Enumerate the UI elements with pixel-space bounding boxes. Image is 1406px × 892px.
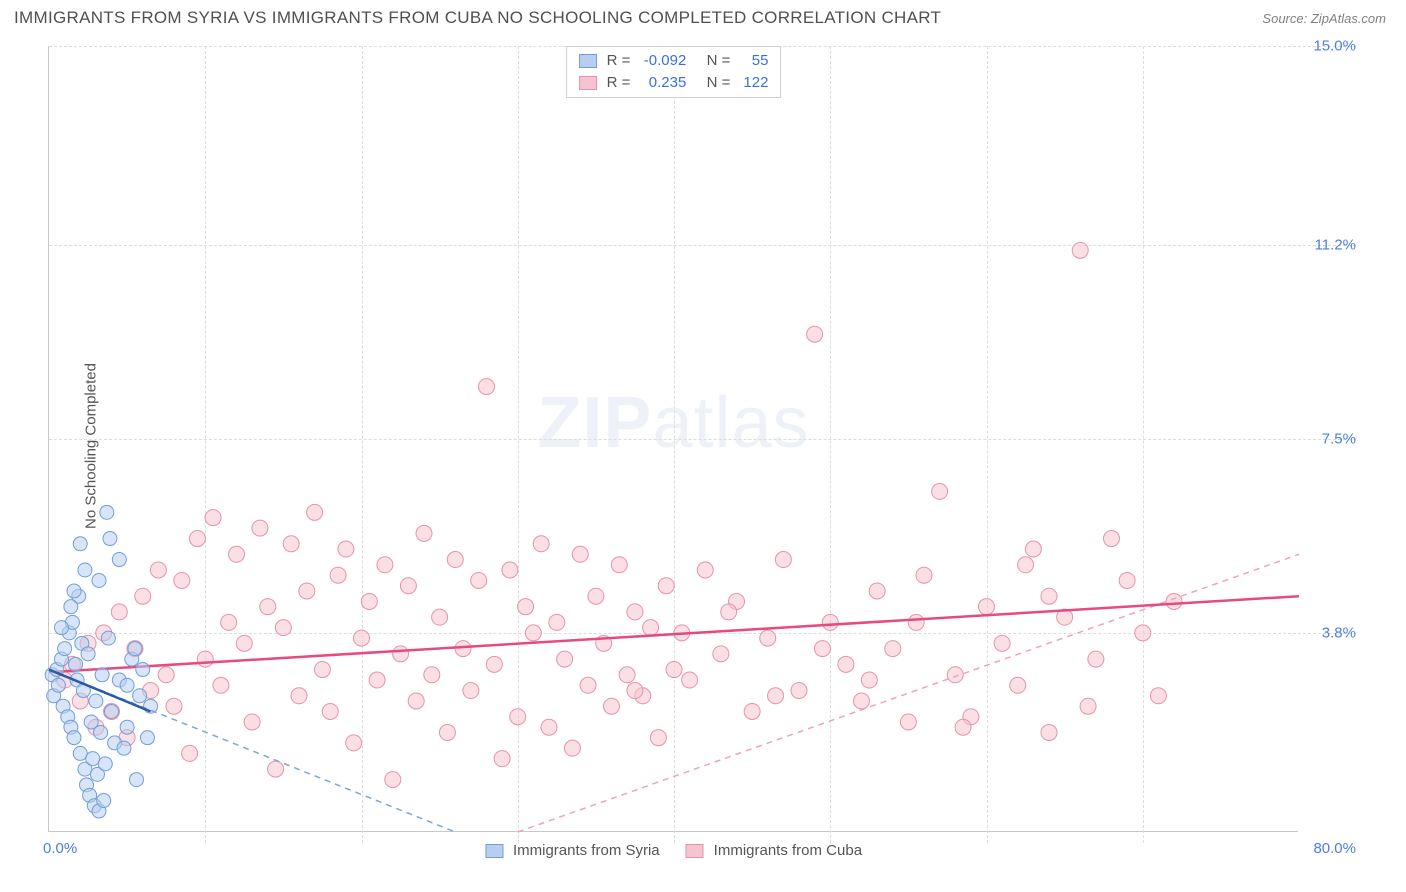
source-value: ZipAtlas.com	[1311, 11, 1386, 26]
plot-area: ZIPatlas R = -0.092 N = 55 R = 0.235 N =…	[48, 46, 1298, 832]
x-min-label: 0.0%	[43, 840, 77, 857]
legend-row-cuba: R = 0.235 N = 122	[579, 72, 769, 94]
legend-label-cuba: Immigrants from Cuba	[714, 842, 862, 859]
n-key-syria: N =	[707, 50, 731, 72]
swatch-syria	[579, 54, 597, 68]
n-key-cuba: N =	[707, 72, 731, 94]
scatter-svg	[49, 46, 1298, 831]
header-row: IMMIGRANTS FROM SYRIA VS IMMIGRANTS FROM…	[0, 0, 1406, 32]
n-value-cuba: 122	[736, 72, 768, 94]
r-key-syria: R =	[607, 50, 631, 72]
x-max-label: 80.0%	[1313, 840, 1356, 857]
source-attribution: Source: ZipAtlas.com	[1262, 11, 1386, 26]
r-value-cuba: 0.235	[636, 72, 686, 94]
y-tick-label: 7.5%	[1304, 431, 1356, 448]
chart-title: IMMIGRANTS FROM SYRIA VS IMMIGRANTS FROM…	[14, 8, 941, 28]
legend-label-syria: Immigrants from Syria	[513, 842, 660, 859]
source-label: Source:	[1262, 11, 1307, 26]
legend-row-syria: R = -0.092 N = 55	[579, 50, 769, 72]
legend-series: Immigrants from Syria Immigrants from Cu…	[485, 842, 862, 859]
r-value-syria: -0.092	[636, 50, 686, 72]
swatch-cuba	[579, 76, 597, 90]
legend-item-syria: Immigrants from Syria	[485, 842, 660, 859]
swatch-syria-bottom	[485, 844, 503, 858]
y-tick-label: 15.0%	[1304, 38, 1356, 55]
swatch-cuba-bottom	[686, 844, 704, 858]
legend-item-cuba: Immigrants from Cuba	[686, 842, 862, 859]
y-tick-label: 11.2%	[1304, 237, 1356, 254]
legend-correlation-box: R = -0.092 N = 55 R = 0.235 N = 122	[566, 46, 782, 98]
y-tick-label: 3.8%	[1304, 624, 1356, 641]
n-value-syria: 55	[736, 50, 768, 72]
r-key-cuba: R =	[607, 72, 631, 94]
